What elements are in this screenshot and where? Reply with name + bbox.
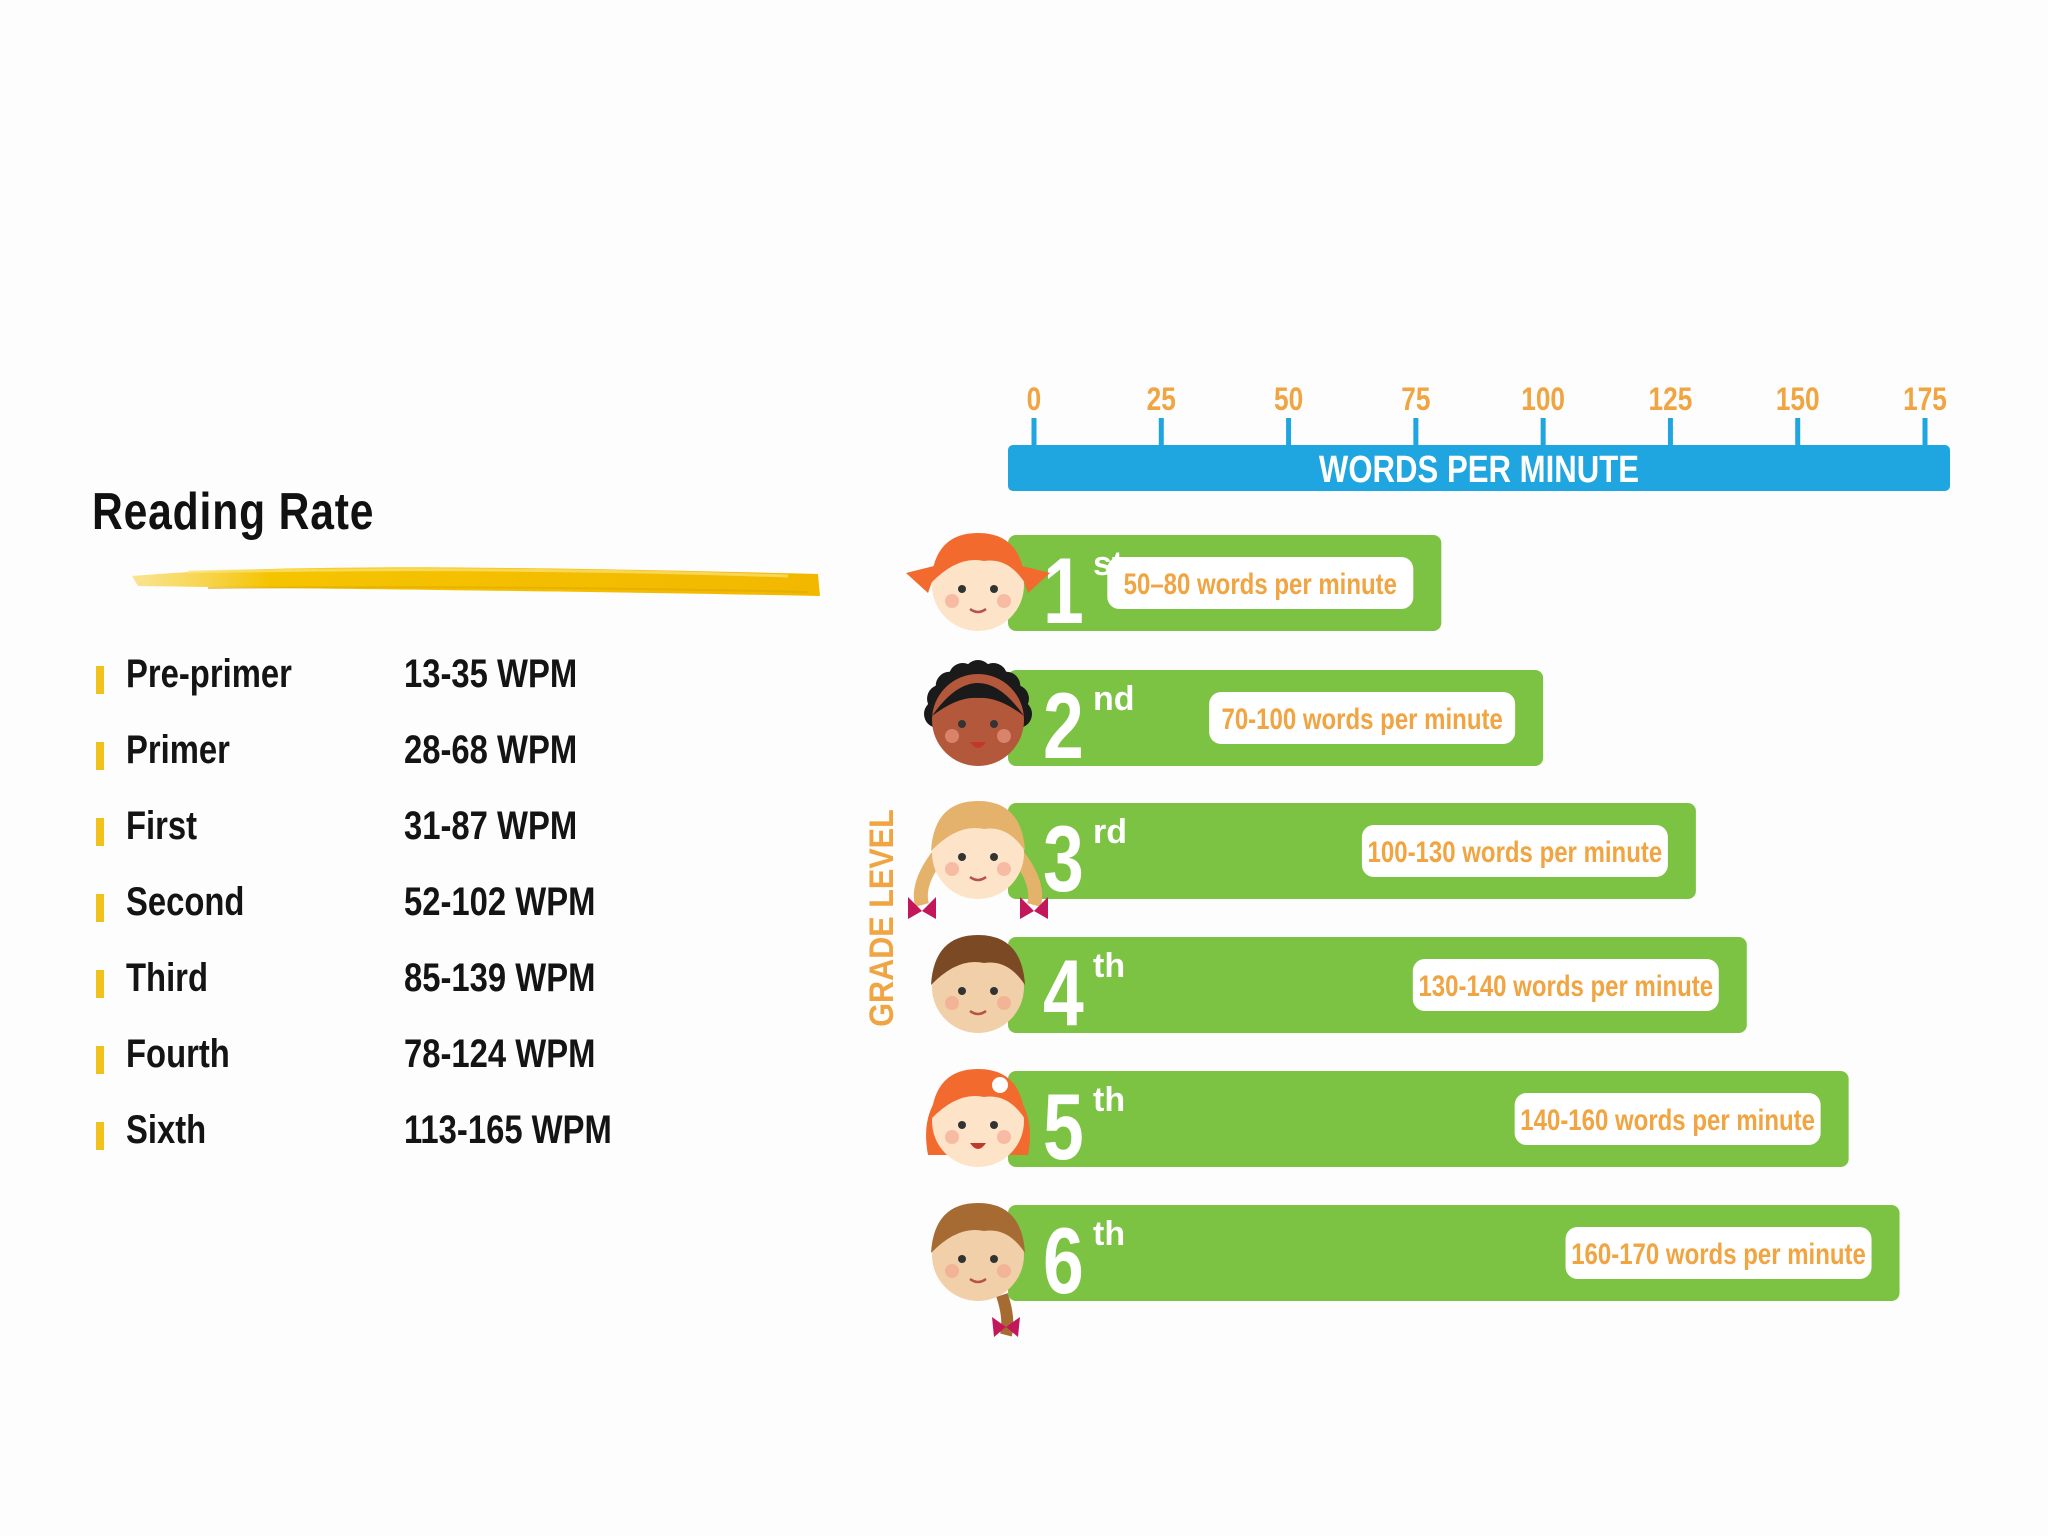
list-item: Pre-primer 13-35 WPM xyxy=(92,652,692,728)
rate-grade: Sixth xyxy=(126,1108,207,1152)
tick-label: 150 xyxy=(1776,383,1820,418)
list-item: Fourth 78-124 WPM xyxy=(92,1032,692,1108)
grade-number: 2 xyxy=(1043,673,1084,778)
rate-grade: Primer xyxy=(126,728,230,772)
rate-wpm: 85-139 WPM xyxy=(404,956,596,1000)
tick-label: 100 xyxy=(1521,383,1565,418)
tick-label: 0 xyxy=(1027,383,1042,418)
bullet-marker xyxy=(96,894,104,922)
tick-label: 125 xyxy=(1649,383,1693,418)
grade-suffix: th xyxy=(1093,947,1125,985)
x-axis-label: WORDS PER MINUTE xyxy=(1319,449,1639,491)
grade-number: 3 xyxy=(1043,806,1084,911)
page-title: Reading Rate xyxy=(92,483,375,541)
rate-grade: Third xyxy=(126,956,208,1000)
y-axis-label: GRADE LEVEL xyxy=(863,809,901,1027)
child-avatar-icon xyxy=(924,660,1032,766)
rate-wpm: 28-68 WPM xyxy=(404,728,578,772)
child-avatar-icon xyxy=(908,801,1048,919)
rate-wpm: 52-102 WPM xyxy=(404,880,596,924)
reading-rate-list: Pre-primer 13-35 WPM Primer 28-68 WPM Fi… xyxy=(92,652,692,1184)
value-pill xyxy=(1412,959,1719,1011)
highlight-brush-stroke xyxy=(132,567,820,596)
data-label: 50–80 words per minute xyxy=(1124,566,1397,600)
list-item: First 31-87 WPM xyxy=(92,804,692,880)
rate-wpm: 78-124 WPM xyxy=(404,1032,596,1076)
data-label: 140-160 words per minute xyxy=(1520,1102,1815,1136)
rate-wpm: 13-35 WPM xyxy=(404,652,578,696)
list-item: Sixth 113-165 WPM xyxy=(92,1108,692,1184)
bullet-marker xyxy=(96,818,104,846)
list-item: Third 85-139 WPM xyxy=(92,956,692,1032)
grade-suffix: th xyxy=(1093,1081,1125,1119)
rate-wpm: 113-165 WPM xyxy=(404,1108,612,1152)
rate-grade: Second xyxy=(126,880,245,924)
data-label: 70-100 words per minute xyxy=(1221,701,1502,735)
rate-grade: Fourth xyxy=(126,1032,230,1076)
rate-grade: First xyxy=(126,804,198,848)
grade-suffix: rd xyxy=(1093,813,1127,851)
value-pill xyxy=(1361,825,1668,877)
tick-label: 50 xyxy=(1274,383,1303,418)
child-avatar-icon xyxy=(926,1069,1030,1167)
value-pill xyxy=(1209,692,1516,744)
grade-number: 4 xyxy=(1043,940,1084,1045)
child-avatar-icon xyxy=(931,1203,1025,1337)
data-label: 130-140 words per minute xyxy=(1418,968,1713,1002)
bullet-marker xyxy=(96,970,104,998)
grade-number: 1 xyxy=(1043,538,1084,643)
rate-grade: Pre-primer xyxy=(126,652,292,696)
bullet-marker xyxy=(96,742,104,770)
child-avatar-icon xyxy=(931,935,1025,1033)
tick-label: 25 xyxy=(1147,383,1176,418)
grade-suffix: nd xyxy=(1093,680,1135,718)
axis-band xyxy=(1008,445,1950,491)
value-pill xyxy=(1107,557,1414,609)
tick-label: 75 xyxy=(1401,383,1430,418)
bullet-marker xyxy=(96,666,104,694)
data-label: 160-170 words per minute xyxy=(1571,1236,1866,1270)
bullet-marker xyxy=(96,1122,104,1150)
bullet-marker xyxy=(96,1046,104,1074)
value-pill xyxy=(1514,1093,1821,1145)
child-avatar-icon xyxy=(906,533,1050,631)
tick-label: 175 xyxy=(1903,383,1947,418)
grade-number: 5 xyxy=(1043,1074,1084,1179)
list-item: Primer 28-68 WPM xyxy=(92,728,692,804)
rate-wpm: 31-87 WPM xyxy=(404,804,578,848)
grade-number: 6 xyxy=(1043,1208,1084,1313)
grade-suffix: th xyxy=(1093,1215,1125,1253)
value-pill xyxy=(1565,1227,1872,1279)
list-item: Second 52-102 WPM xyxy=(92,880,692,956)
data-label: 100-130 words per minute xyxy=(1368,834,1663,868)
